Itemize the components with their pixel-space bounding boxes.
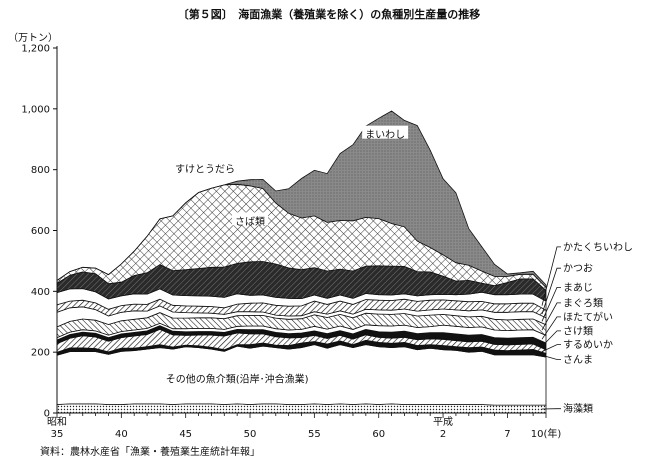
series-label-まあじ: まあじ	[563, 282, 593, 294]
series-label-かたくちいわし: かたくちいわし	[563, 241, 633, 253]
series-label-かつお: かつお	[563, 263, 593, 275]
label-bg-12	[362, 125, 409, 139]
series-label-すけとうだら: すけとうだら	[175, 164, 235, 176]
y-tick-label-1: 200	[31, 348, 50, 359]
x-tick-label-8: 10(年)	[531, 427, 562, 440]
series-label-海藻類: 海藻類	[563, 402, 593, 415]
x-tick-label-0: 35	[51, 429, 64, 440]
leader-line-6	[541, 302, 561, 331]
leader-line-4	[541, 330, 561, 347]
area-layers	[56, 110, 547, 414]
leader-line-3	[541, 344, 561, 352]
series-label-まいわし: まいわし	[365, 129, 405, 141]
series-label-まぐろ類: まぐろ類	[563, 297, 603, 309]
leader-line-8	[541, 267, 561, 315]
x-tick-label-7: 7	[504, 429, 510, 440]
series-label-さんま: さんま	[563, 354, 593, 366]
source-note: 資料：農林水産省「漁業・養殖業生産統計年報」	[40, 445, 260, 458]
y-tick-label-2: 400	[31, 287, 50, 298]
y-tick-label-5: 1,000	[21, 104, 50, 115]
y-tick-label-3: 600	[31, 226, 50, 237]
series-label-するめいか: するめいか	[563, 339, 613, 351]
leader-line-2	[541, 354, 561, 360]
y-axis-unit: （万トン）	[8, 32, 58, 44]
x-tick-label-5: 60	[372, 429, 385, 440]
y-tick-label-6: 1,200	[21, 44, 50, 55]
y-axis: 0 200 400 600 800 1,000 1,200	[21, 44, 58, 420]
leader-line-9	[541, 246, 561, 306]
label-bg-1	[154, 369, 321, 383]
chart-title: 〔第５図〕 海面漁業（養殖業を除く）の魚種別生産量の推移	[178, 7, 481, 21]
leader-line-5	[541, 316, 561, 340]
series-label-さけ類: さけ類	[563, 325, 593, 337]
label-bg-10	[232, 212, 269, 226]
x-tick-label-4: 55	[308, 429, 321, 440]
x-tick-label-3: 50	[244, 429, 257, 440]
x-tick-label-6: 2	[440, 429, 446, 440]
area-series-0	[56, 403, 547, 414]
y-tick-label-0: 0	[44, 409, 50, 420]
x-tick-label-1: 40	[115, 429, 128, 440]
series-label-その他の魚介類-沿岸-沖合漁業-: その他の魚介類(沿岸･沖合漁業)	[166, 372, 309, 385]
x-tick-label-2: 45	[179, 429, 192, 440]
area-series-12	[56, 110, 547, 289]
series-label-ほたてがい: ほたてがい	[563, 310, 613, 323]
label-bg-11	[171, 160, 238, 174]
leader-line-7	[541, 286, 561, 322]
x-era-label-0: 昭和	[47, 416, 67, 428]
y-tick-label-4: 800	[31, 165, 50, 176]
series-label-さば類: さば類	[235, 216, 265, 228]
x-era-label-6: 平成	[433, 416, 453, 428]
